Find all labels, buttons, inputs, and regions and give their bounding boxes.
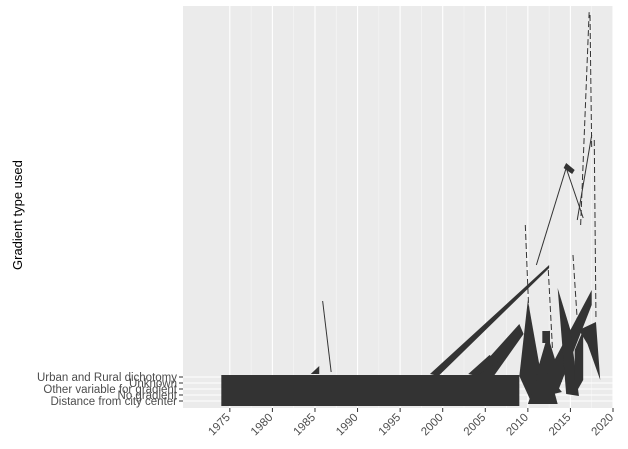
bump-1985 [310,366,320,374]
dash-peak-2 [589,14,593,151]
y-axis-title-wrap: Gradient type used [8,150,28,270]
main-band [221,375,520,406]
y-tick-label: Distance from city center [50,396,177,408]
dash-2012 [547,269,554,351]
line-2016 [576,134,593,221]
x-tick-label: 1985 [292,412,319,439]
plot-panel [183,6,613,408]
y-tick-label: Urban and Rural dichotomy [37,372,177,384]
peak-fragment [563,163,575,174]
chart-marks [221,11,601,406]
y-tick-label: Other variable for gradient [43,384,177,396]
y-axis-title: Gradient type used [10,160,25,270]
x-axis: 1975 1980 1985 1990 1995 2000 2005 2010 2015 2020 [206,408,616,438]
x-tick-label: 2000 [419,412,446,439]
cluster-ribbon [527,355,562,394]
cluster-ribbon [519,300,541,404]
cluster-ribbon [578,322,601,380]
line-2014 [565,167,584,219]
cluster-ribbon [574,330,584,395]
x-tick-label: 2015 [547,412,574,439]
y-tick-label: No gradient [118,390,178,402]
diagonal-ribbon [429,265,550,376]
x-tick-label: 1990 [334,412,361,439]
ribbon-2005 [468,355,499,376]
x-tick-label: 2005 [462,412,489,439]
x-tick-label: 2010 [504,412,531,439]
y-tick-label: Unknown [129,378,177,390]
dash-2015 [572,254,578,321]
x-tick-label: 1995 [377,412,404,439]
dash-2017 [593,139,597,321]
cluster-block [542,331,550,343]
line-2011 [535,167,567,266]
x-tick-label: 1980 [249,412,276,439]
x-tick-label: 1975 [206,412,233,439]
x-tick-label: 2020 [590,412,617,439]
spike-1986 [322,300,332,373]
cluster-ribbon [557,288,579,396]
